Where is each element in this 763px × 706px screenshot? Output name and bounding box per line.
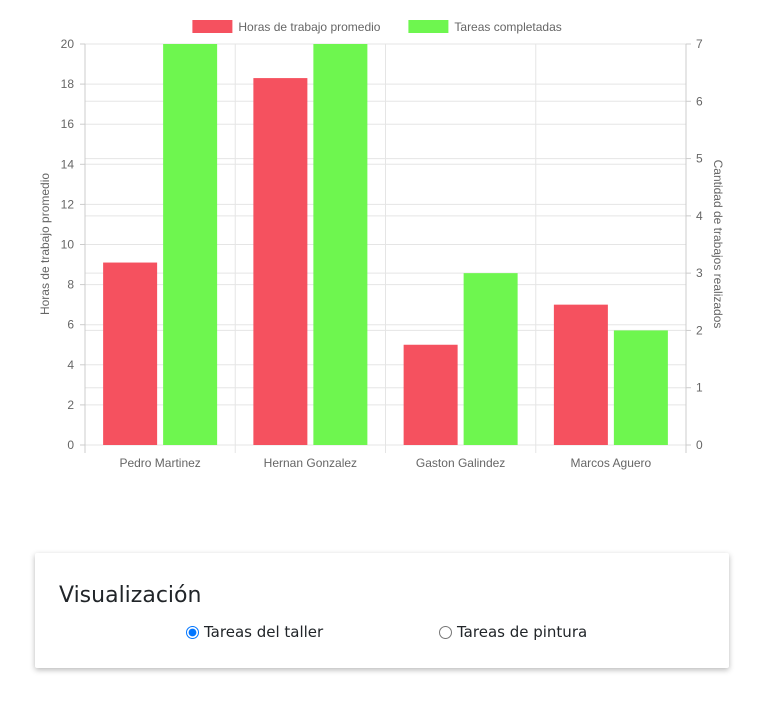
- y-tick-label-left: 6: [67, 318, 74, 332]
- radio-option-pintura[interactable]: Tareas de pintura: [439, 623, 587, 641]
- y-axis-label-left: Horas de trabajo promedio: [38, 173, 52, 315]
- y-tick-label-left: 8: [67, 278, 74, 292]
- y-tick-label-left: 14: [61, 157, 75, 171]
- y-axis-label-right: Cantidad de trabajos realizados: [711, 160, 725, 329]
- y-tick-label-left: 4: [67, 358, 74, 372]
- bar-tareas: [613, 330, 668, 445]
- y-tick-label-left: 16: [61, 117, 75, 131]
- legend-swatch: [408, 20, 449, 33]
- bar-horas: [253, 78, 308, 446]
- radio-pintura[interactable]: [439, 625, 452, 639]
- x-tick-label: Pedro Martinez: [119, 456, 200, 470]
- radio-pintura-label: Tareas de pintura: [457, 623, 588, 641]
- y-tick-label-right: 5: [696, 152, 703, 166]
- bar-horas: [103, 262, 158, 445]
- visualization-title: Visualización: [59, 583, 202, 608]
- y-tick-label-left: 10: [61, 238, 75, 252]
- y-tick-label-right: 3: [696, 266, 703, 280]
- y-tick-label-left: 20: [61, 37, 75, 51]
- y-tick-label-right: 6: [696, 94, 703, 108]
- y-tick-label-right: 7: [696, 37, 703, 51]
- y-tick-label-right: 0: [696, 438, 703, 452]
- bar-tareas: [463, 273, 518, 445]
- chart-bars: [103, 44, 668, 446]
- radio-taller[interactable]: [186, 625, 199, 639]
- legend-label: Horas de trabajo promedio: [238, 20, 380, 34]
- radio-taller-label: Tareas del taller: [204, 623, 324, 641]
- visualization-panel: Visualización Tareas del taller Tareas d…: [35, 553, 729, 668]
- legend-label: Tareas completadas: [454, 20, 561, 34]
- radio-option-taller[interactable]: Tareas del taller: [186, 623, 323, 641]
- y-tick-label-right: 2: [696, 323, 703, 337]
- y-tick-label-left: 0: [67, 438, 74, 452]
- y-tick-label-left: 18: [61, 77, 75, 91]
- chart-legend: Horas de trabajo promedio Tareas completa…: [192, 20, 562, 34]
- x-tick-label: Marcos Aguero: [571, 456, 652, 470]
- x-tick-label: Hernan Gonzalez: [264, 456, 357, 470]
- y-tick-label-left: 2: [67, 398, 74, 412]
- y-tick-label-left: 12: [61, 197, 75, 211]
- bar-tareas: [313, 44, 368, 445]
- y-tick-label-right: 1: [696, 381, 703, 395]
- legend-swatch: [192, 20, 233, 33]
- x-tick-label: Gaston Galindez: [416, 456, 505, 470]
- bar-horas: [553, 304, 608, 445]
- y-tick-label-right: 4: [696, 209, 703, 223]
- bar-tareas: [163, 44, 218, 445]
- bar-horas: [403, 344, 458, 445]
